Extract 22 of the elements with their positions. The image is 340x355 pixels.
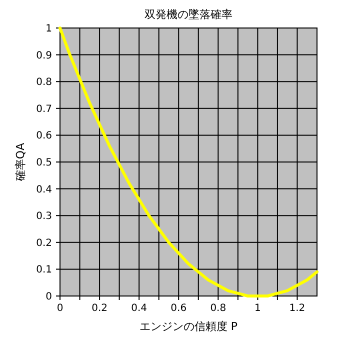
y-tick-label: 0.9 [36, 50, 52, 62]
x-tick-label: 0.6 [170, 303, 187, 314]
y-tick-label: 0.2 [36, 238, 52, 249]
y-tick-label: 1 [46, 24, 52, 34]
y-tick-label: 0 [46, 292, 52, 302]
y-tick-label: 0.6 [36, 130, 52, 142]
y-axis-title: 確率QA [14, 142, 27, 182]
x-tick-label: 0.8 [210, 303, 226, 314]
y-tick-label: 0.8 [36, 77, 52, 88]
chart-title: 双発機の墜落確率 [144, 8, 232, 21]
x-tick-label: 0 [56, 303, 64, 314]
y-tick-label: 0.4 [36, 184, 52, 196]
x-axis-title: エンジンの信頼度 P [139, 320, 238, 333]
x-tick-label: 0.2 [92, 303, 108, 314]
x-tick-label: 0.4 [131, 303, 148, 314]
y-tick-label: 0.3 [36, 211, 52, 222]
y-tick-label: 0.5 [36, 158, 52, 168]
y-tick-label: 0.1 [36, 264, 52, 276]
y-tick-label: 0.7 [36, 104, 52, 115]
x-tick-label: 1 [254, 303, 261, 314]
x-tick-label: 1.2 [289, 303, 306, 314]
line-series [58, 26, 318, 298]
